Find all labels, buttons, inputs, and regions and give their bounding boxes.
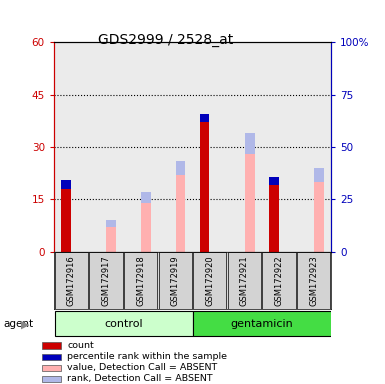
Text: control: control (104, 318, 142, 329)
Bar (141, 192, 151, 203)
Bar (42, 354, 60, 360)
Bar (124, 252, 157, 309)
Bar (55, 252, 88, 309)
Bar (42, 364, 60, 371)
Bar (176, 175, 185, 252)
Bar (106, 227, 116, 252)
Bar (314, 182, 324, 252)
Text: GSM172916: GSM172916 (67, 255, 76, 306)
Text: value, Detection Call = ABSENT: value, Detection Call = ABSENT (67, 363, 218, 372)
Bar (269, 185, 279, 252)
Bar (263, 252, 296, 309)
Bar (245, 133, 254, 154)
Text: GDS2999 / 2528_at: GDS2999 / 2528_at (98, 33, 233, 46)
Bar (297, 252, 330, 309)
Text: rank, Detection Call = ABSENT: rank, Detection Call = ABSENT (67, 374, 213, 383)
Text: GSM172923: GSM172923 (309, 255, 318, 306)
Bar (89, 252, 122, 309)
Text: GSM172921: GSM172921 (240, 255, 249, 306)
Text: percentile rank within the sample: percentile rank within the sample (67, 352, 227, 361)
Bar (245, 154, 254, 252)
Text: count: count (67, 341, 94, 350)
Bar (176, 161, 185, 175)
Bar (193, 252, 226, 309)
Bar (200, 122, 209, 252)
Text: GSM172920: GSM172920 (205, 255, 214, 306)
Bar (200, 114, 209, 122)
Bar (193, 311, 332, 336)
Bar (159, 252, 192, 309)
Text: GSM172919: GSM172919 (171, 255, 180, 306)
Bar (269, 177, 279, 185)
Text: GSM172922: GSM172922 (275, 255, 284, 306)
Bar (106, 220, 116, 227)
Text: gentamicin: gentamicin (231, 318, 293, 329)
Bar (42, 343, 60, 349)
Bar (55, 311, 193, 336)
Bar (61, 180, 71, 189)
Bar (228, 252, 261, 309)
Bar (314, 168, 324, 182)
Bar (42, 376, 60, 382)
Text: GSM172917: GSM172917 (101, 255, 110, 306)
Text: GSM172918: GSM172918 (136, 255, 145, 306)
Text: agent: agent (4, 319, 34, 329)
Bar (61, 189, 71, 252)
Text: ▶: ▶ (21, 319, 30, 329)
Bar (141, 203, 151, 252)
